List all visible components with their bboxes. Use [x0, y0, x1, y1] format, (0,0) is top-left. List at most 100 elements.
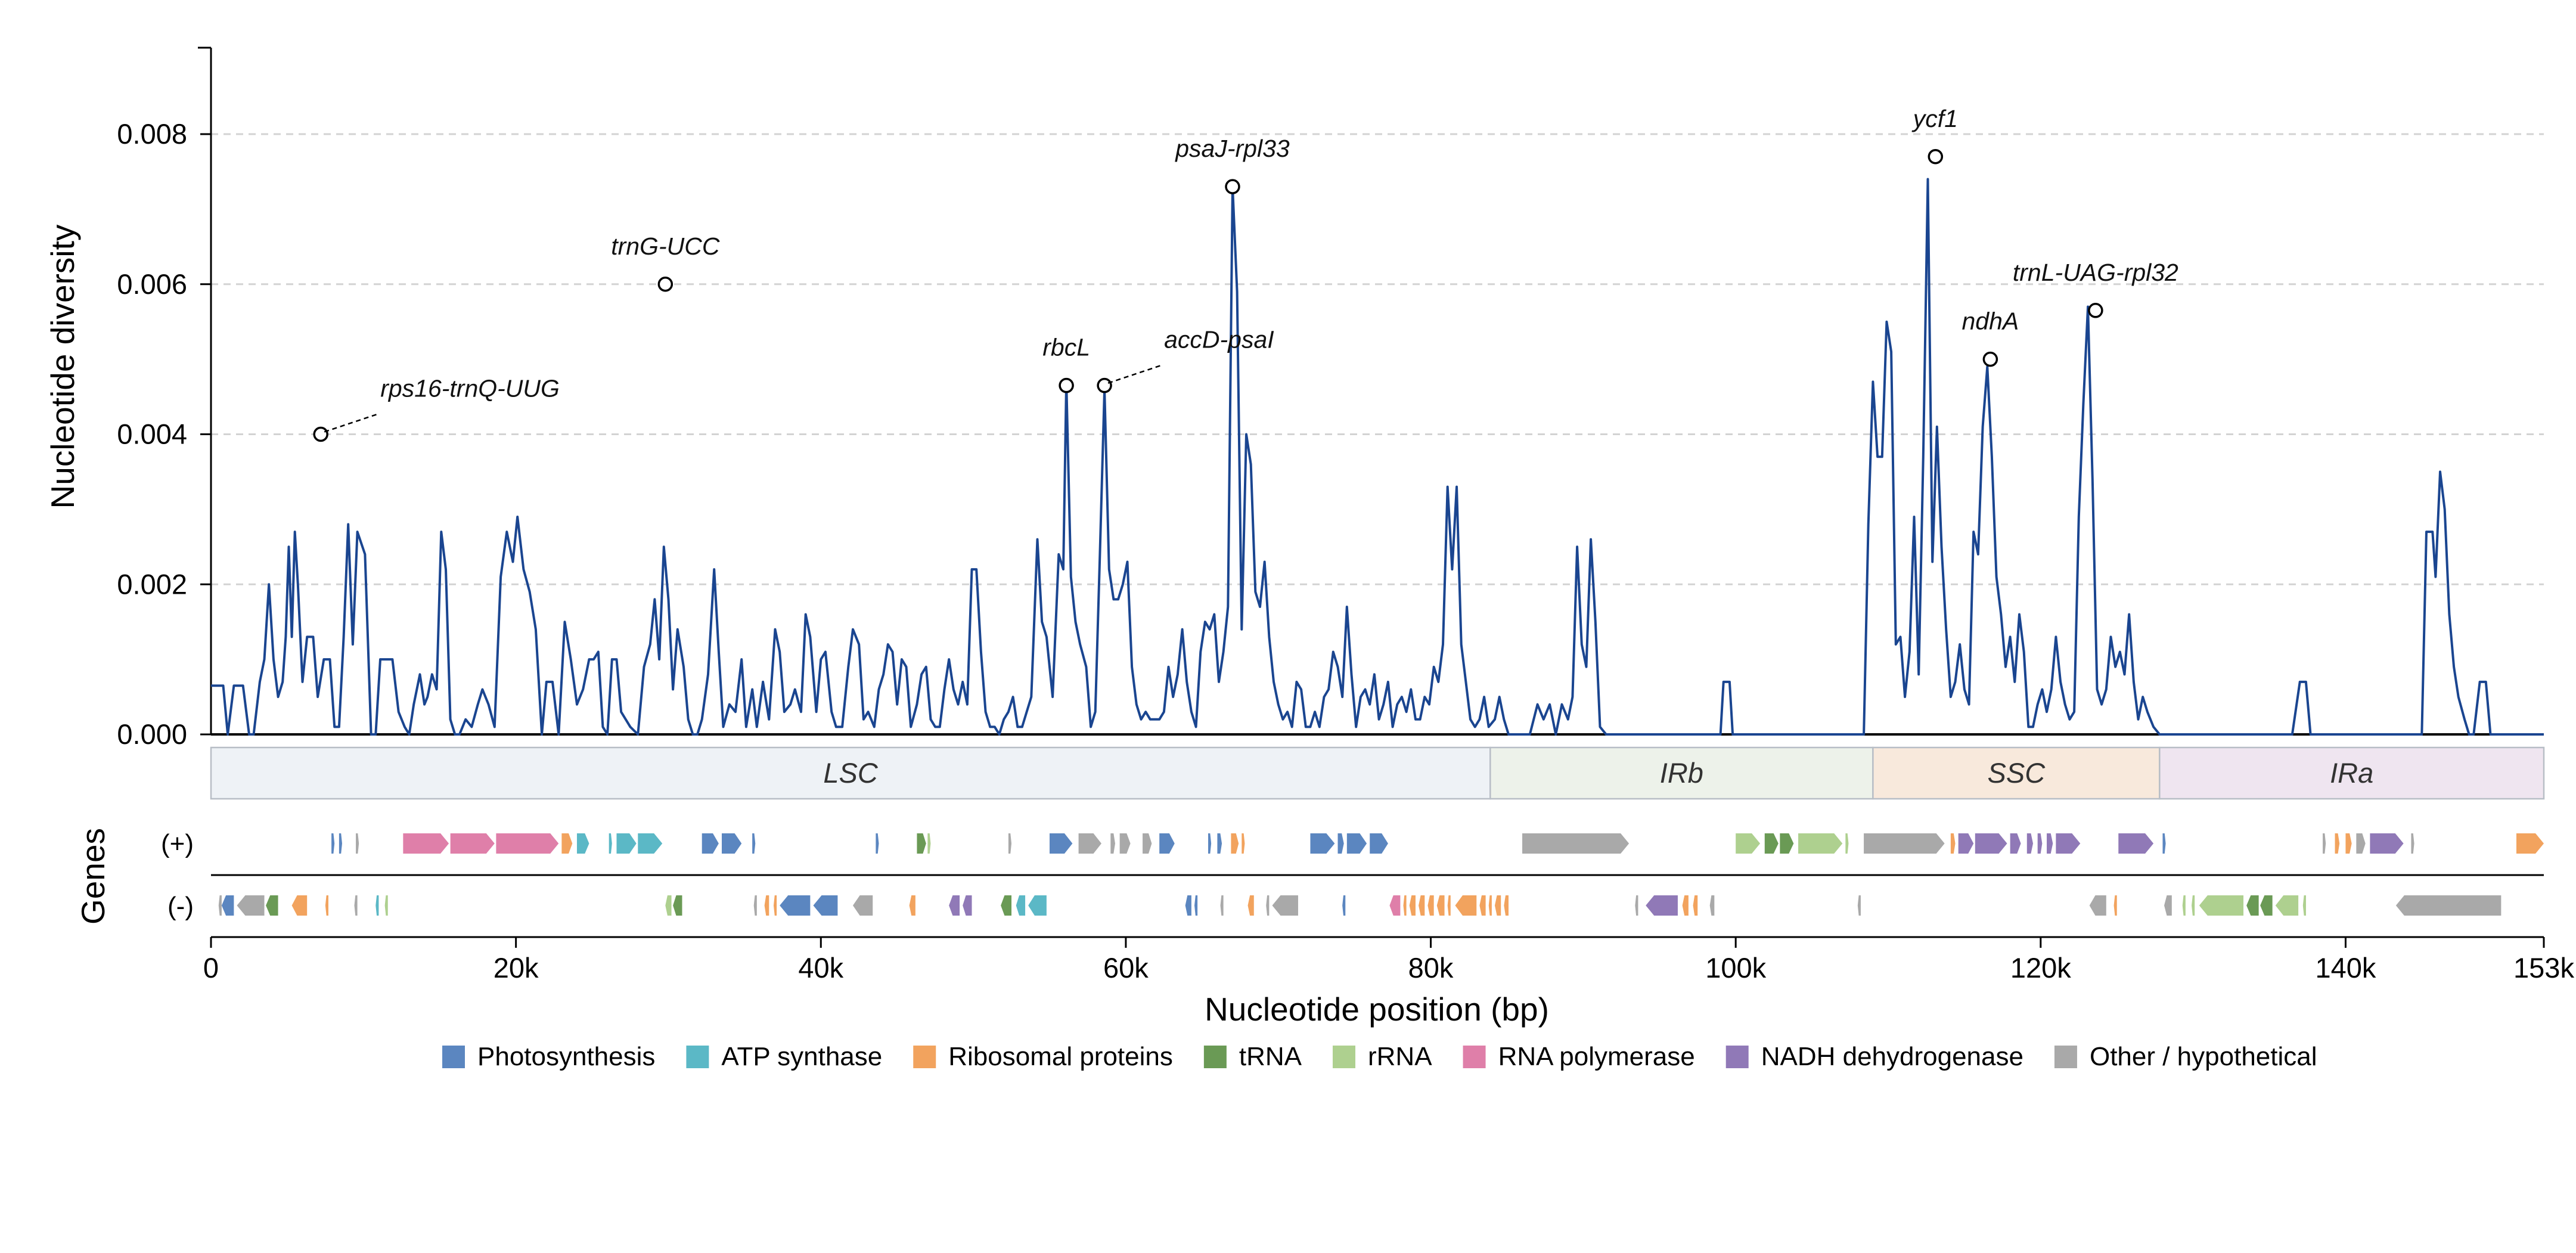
legend-label-other: Other / hypothetical: [2090, 1042, 2317, 1071]
gene-other: [218, 895, 222, 916]
gene-atp: [638, 833, 663, 854]
gene-rrna: [1845, 833, 1849, 854]
genes-track-label: Genes: [75, 828, 111, 925]
region-label: LSC: [823, 757, 878, 789]
gene-ribo: [1409, 895, 1416, 916]
gene-other: [1110, 833, 1115, 854]
gene-ribo: [909, 895, 915, 916]
gene-ndh: [1958, 833, 1974, 854]
legend-swatch-atp: [686, 1046, 709, 1068]
y-tick-label: 0.004: [117, 418, 187, 450]
gene-tracks: [211, 833, 2544, 916]
gene-photo: [1194, 895, 1198, 916]
y-tick-label: 0.000: [117, 718, 187, 750]
gene-ndh: [949, 895, 960, 916]
gene-ribo: [773, 895, 777, 916]
annotation-leader: [324, 413, 378, 433]
x-tick-label: 60k: [1103, 952, 1149, 984]
gene-photo: [1217, 833, 1222, 854]
gene-trna: [673, 895, 682, 916]
peak-marker: [2088, 303, 2103, 318]
gene-photo: [1337, 833, 1344, 854]
gene-other: [2411, 833, 2414, 854]
legend-label-ndh: NADH dehydrogenase: [1761, 1042, 2023, 1071]
legend-label-photo: Photosynthesis: [477, 1042, 655, 1071]
gene-other: [2395, 895, 2501, 916]
gene-ndh: [2047, 833, 2053, 854]
region-label: IRa: [2330, 757, 2373, 789]
gene-ribo: [2516, 833, 2544, 854]
region-lsc: [210, 746, 1491, 800]
gene-ribo: [1447, 895, 1451, 916]
gene-photo: [1208, 833, 1212, 854]
x-tick-label: 140k: [2315, 952, 2376, 984]
region-ira: [2159, 746, 2545, 800]
gene-ndh: [2026, 833, 2034, 854]
gene-ndh: [1975, 833, 2007, 854]
x-tick-label: 100k: [1705, 952, 1766, 984]
legend-swatch-rrna: [1333, 1046, 1355, 1068]
legend-swatch-trna: [1203, 1046, 1227, 1068]
y-tick-label: 0.008: [117, 118, 187, 150]
gene-other: [2323, 833, 2326, 854]
gene-atp: [1028, 895, 1047, 916]
gene-other: [2356, 833, 2366, 854]
gene-trna: [266, 895, 278, 916]
gridlines: [211, 133, 2544, 585]
peak-annotation-label: rbcL: [1042, 334, 1090, 361]
gene-ndh: [2056, 833, 2081, 854]
x-tick-label: 0: [203, 952, 219, 984]
peak-marker: [1982, 351, 1998, 367]
peak-annotation-label: trnL-UAG-rpl32: [2013, 259, 2178, 286]
y-tick-label: 0.002: [117, 568, 187, 600]
gene-rrna: [1798, 833, 1843, 854]
legend-swatch-rnap: [1463, 1046, 1486, 1068]
gene-ndh: [2010, 833, 2021, 854]
legend: Photosynthesis ATP synthase Ribosomal prot…: [442, 1042, 2317, 1071]
x-tick-label: 153k: [2513, 952, 2574, 984]
gene-ribo: [325, 895, 328, 916]
gene-ndh: [2037, 833, 2043, 854]
gene-other: [1635, 895, 1638, 916]
gene-photo: [1185, 895, 1191, 916]
gene-other: [1078, 833, 1101, 854]
legend-label-trna: tRNA: [1239, 1042, 1302, 1071]
gene-other: [1143, 833, 1152, 854]
gene-ndh: [2370, 833, 2404, 854]
region-label: IRb: [1660, 757, 1703, 789]
legend-label-rrna: rRNA: [1368, 1042, 1432, 1071]
x-axis-title: Nucleotide position (bp): [1205, 991, 1549, 1028]
gene-photo: [1370, 833, 1388, 854]
gene-photo: [752, 833, 756, 854]
legend-label-rnap: RNA polymerase: [1498, 1042, 1695, 1071]
region-label: SSC: [1988, 757, 2046, 789]
gene-ribo: [1682, 895, 1689, 916]
gene-rnap: [1389, 895, 1401, 916]
gene-photo: [721, 833, 742, 854]
gene-photo: [1159, 833, 1175, 854]
gene-rrna: [2199, 895, 2244, 916]
peak-marker: [313, 426, 328, 442]
gene-rnap: [403, 833, 449, 854]
legend-label-atp: ATP synthase: [721, 1042, 882, 1071]
plus-strand-label: (+): [161, 829, 194, 858]
gene-ribo: [2335, 833, 2340, 854]
gene-ribo: [1455, 895, 1477, 916]
peak-annotation-label: psaJ-rpl33: [1174, 135, 1290, 162]
gene-ribo: [2345, 833, 2352, 854]
gene-ribo: [764, 895, 769, 916]
minus-strand-label: (-): [167, 892, 194, 921]
diversity-series-line: [211, 178, 2544, 736]
gene-atp: [616, 833, 637, 854]
y-axis: 0.000 0.002 0.004 0.006 0.008: [117, 46, 2544, 750]
gene-rnap: [496, 833, 559, 854]
gene-photo: [1346, 833, 1367, 854]
gene-photo: [1310, 833, 1335, 854]
gene-photo: [702, 833, 719, 854]
legend-label-ribo: Ribosomal proteins: [948, 1042, 1173, 1071]
gene-ribo: [1479, 895, 1486, 916]
gene-other: [354, 895, 358, 916]
gene-ribo: [1504, 895, 1509, 916]
gene-ribo: [1231, 833, 1239, 854]
